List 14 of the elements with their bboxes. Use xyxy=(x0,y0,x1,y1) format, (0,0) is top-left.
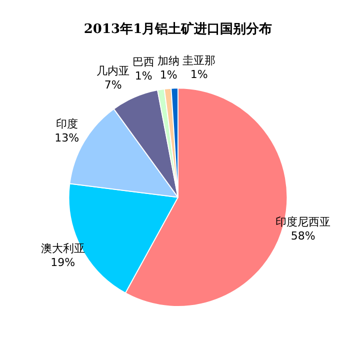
slice-label: 巴西 xyxy=(132,56,155,69)
data-label: 1% xyxy=(160,68,178,82)
data-label: 19% xyxy=(50,256,76,269)
data-label: 13% xyxy=(54,131,80,144)
data-label: 58% xyxy=(290,229,316,242)
chart-title: 2013年1月铝土矿进口国别分布 xyxy=(84,21,272,38)
slice-label: 圭亚那 xyxy=(182,54,216,68)
data-label: 7% xyxy=(104,78,122,92)
data-label: 1% xyxy=(134,70,152,83)
slice-label: 印度尼西亚 xyxy=(276,215,331,228)
slice-label: 加纳 xyxy=(158,54,180,68)
slice-label: 印度 xyxy=(56,117,78,130)
slice-label: 几内亚 xyxy=(96,64,130,78)
data-label: 1% xyxy=(190,68,208,82)
